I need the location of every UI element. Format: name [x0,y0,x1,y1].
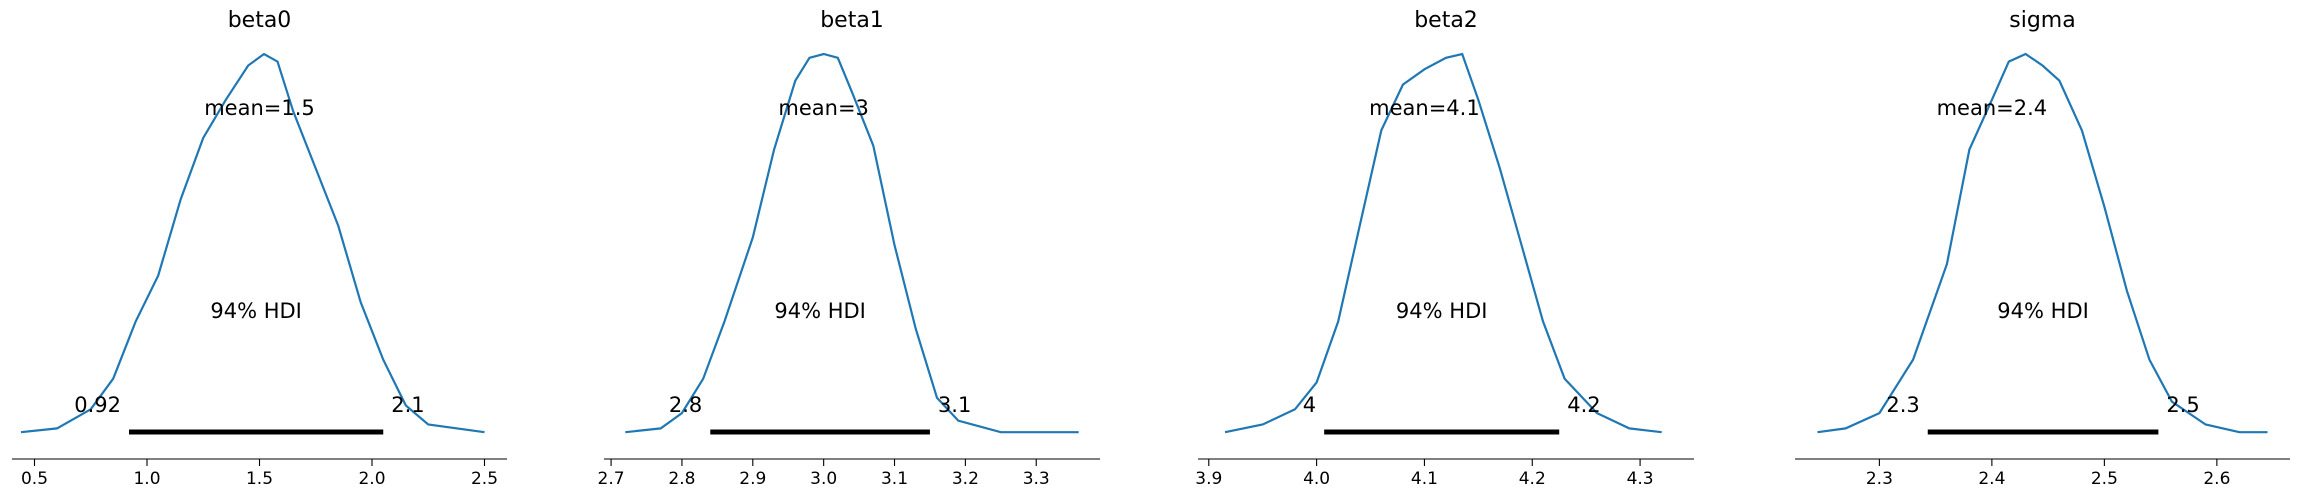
x-tick-label: 3.9 [1195,469,1222,489]
mean-label: mean=1.5 [204,96,315,120]
hdi-upper-label: 4.2 [1567,393,1600,417]
hdi-label: 94% HDI [210,299,302,323]
panel-title: beta0 [228,8,292,33]
hdi-label: 94% HDI [1396,299,1488,323]
density-curve [1224,52,1662,434]
x-tick-label: 2.8 [668,469,695,489]
x-tick-label: 2.9 [739,469,766,489]
x-tick-label: 2.4 [1978,469,2005,489]
hdi-label: 94% HDI [1997,299,2089,323]
x-tick-label: 4.3 [1627,469,1654,489]
x-tick-label: 2.5 [2091,469,2118,489]
x-tick-label: 3.1 [881,469,908,489]
hdi-upper-label: 2.5 [2166,393,2199,417]
x-tick-label: 2.7 [598,469,625,489]
x-tick-label: 3.2 [952,469,979,489]
x-tick-label: 3.0 [810,469,837,489]
x-tick-label: 1.5 [246,469,273,489]
hdi-upper-label: 3.1 [938,393,971,417]
x-tick-label: 4.1 [1411,469,1438,489]
x-tick-label: 3.3 [1023,469,1050,489]
hdi-lower-label: 2.3 [1886,393,1919,417]
hdi-label: 94% HDI [774,299,866,323]
hdi-lower-label: 0.92 [74,393,121,417]
density-curve [20,52,485,434]
mean-label: mean=3 [778,96,869,120]
panel-beta2: beta2 mean=4.1 94% HDI 4 4.2 3.9 4.0 4.1 4.2 4.3 [1195,8,1694,489]
panel-sigma: sigma mean=2.4 94% HDI 2.3 2.5 2.3 2.4 2.5 2.6 [1795,8,2290,489]
panel-title: sigma [2009,8,2075,33]
x-tick-label: 2.5 [471,469,498,489]
hdi-lower-label: 2.8 [669,393,702,417]
mean-label: mean=4.1 [1369,96,1480,120]
x-tick-label: 1.0 [133,469,160,489]
x-tick-label: 4.2 [1519,469,1546,489]
panel-beta0: beta0 mean=1.5 94% HDI 0.92 2.1 0.5 1.0 1.5 2.0 2… [12,8,507,489]
x-tick-label: 2.3 [1866,469,1893,489]
panel-title: beta1 [820,8,884,33]
x-tick-label: 0.5 [21,469,48,489]
x-tick-label: 2.6 [2203,469,2230,489]
density-curve [625,52,1079,434]
x-tick-label: 2.0 [358,469,385,489]
panel-title: beta2 [1414,8,1478,33]
hdi-upper-label: 2.1 [391,393,424,417]
density-curve [1817,52,2268,434]
panel-beta1: beta1 mean=3 94% HDI 2.8 3.1 2.7 2.8 2.9 3.0 3.1 3… [598,8,1100,489]
mean-label: mean=2.4 [1937,96,2048,120]
hdi-lower-label: 4 [1303,393,1316,417]
x-tick-label: 4.0 [1303,469,1330,489]
